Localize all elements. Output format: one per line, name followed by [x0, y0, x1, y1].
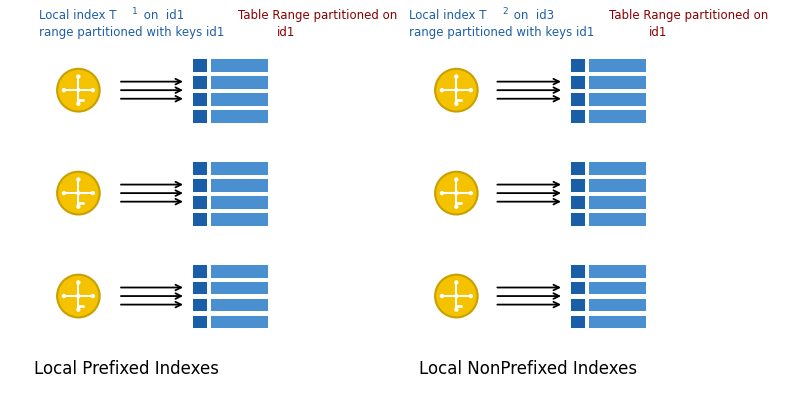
Bar	[210, 58, 268, 72]
Ellipse shape	[454, 294, 458, 298]
Ellipse shape	[76, 307, 80, 312]
Ellipse shape	[76, 102, 80, 106]
Ellipse shape	[440, 88, 444, 92]
Ellipse shape	[57, 69, 100, 112]
Text: Table Range partitioned on: Table Range partitioned on	[609, 9, 768, 22]
Ellipse shape	[440, 294, 444, 298]
Bar	[570, 178, 586, 191]
Bar	[570, 314, 586, 329]
Bar	[192, 297, 208, 312]
Bar	[210, 212, 268, 225]
Ellipse shape	[436, 275, 478, 318]
Bar	[192, 161, 208, 175]
Bar	[570, 297, 586, 312]
Ellipse shape	[76, 280, 80, 284]
Bar	[588, 297, 646, 312]
Ellipse shape	[57, 172, 100, 214]
Bar	[588, 58, 646, 72]
Bar	[192, 92, 208, 106]
Ellipse shape	[469, 294, 473, 298]
Ellipse shape	[469, 191, 473, 195]
Bar	[588, 109, 646, 123]
Ellipse shape	[91, 294, 95, 298]
Text: range partitioned with keys id1: range partitioned with keys id1	[409, 26, 594, 39]
Bar	[192, 195, 208, 208]
Ellipse shape	[440, 191, 444, 195]
Bar	[588, 92, 646, 106]
Bar	[210, 297, 268, 312]
Ellipse shape	[436, 172, 478, 214]
Bar	[570, 58, 586, 72]
Bar	[570, 75, 586, 89]
Bar	[210, 161, 268, 175]
Bar	[210, 314, 268, 329]
Bar	[570, 161, 586, 175]
Ellipse shape	[76, 74, 80, 79]
Ellipse shape	[76, 177, 80, 182]
Ellipse shape	[76, 191, 80, 195]
Ellipse shape	[91, 191, 95, 195]
Text: range partitioned with keys id1: range partitioned with keys id1	[39, 26, 224, 39]
Ellipse shape	[454, 74, 458, 79]
Ellipse shape	[62, 294, 66, 298]
Bar	[210, 75, 268, 89]
Bar	[192, 281, 208, 294]
Ellipse shape	[62, 191, 66, 195]
Bar	[210, 264, 268, 277]
Bar	[192, 109, 208, 123]
Text: Local index T: Local index T	[39, 9, 116, 22]
Ellipse shape	[76, 204, 80, 209]
Ellipse shape	[454, 88, 458, 92]
Ellipse shape	[57, 275, 100, 318]
Bar	[210, 281, 268, 294]
Ellipse shape	[454, 177, 458, 182]
Bar	[570, 195, 586, 208]
Bar	[192, 264, 208, 277]
Bar	[192, 212, 208, 225]
Ellipse shape	[91, 88, 95, 92]
Bar	[210, 178, 268, 191]
Text: 1: 1	[131, 7, 137, 16]
Ellipse shape	[454, 307, 458, 312]
Text: on  id3: on id3	[510, 9, 555, 22]
Bar	[192, 58, 208, 72]
Bar	[192, 75, 208, 89]
Ellipse shape	[454, 191, 458, 195]
Text: Local index T: Local index T	[409, 9, 486, 22]
Text: Table Range partitioned on: Table Range partitioned on	[238, 9, 397, 22]
Bar	[588, 264, 646, 277]
Text: id1: id1	[277, 26, 296, 39]
Bar	[588, 178, 646, 191]
Bar	[588, 212, 646, 225]
Text: id1: id1	[649, 26, 667, 39]
Ellipse shape	[76, 294, 80, 298]
Text: Local Prefixed Indexes: Local Prefixed Indexes	[33, 360, 219, 377]
Bar	[588, 314, 646, 329]
Ellipse shape	[76, 88, 80, 92]
Bar	[570, 264, 586, 277]
Bar	[210, 195, 268, 208]
Text: on  id1: on id1	[139, 9, 184, 22]
Ellipse shape	[454, 102, 458, 106]
Bar	[570, 109, 586, 123]
Bar	[570, 92, 586, 106]
Ellipse shape	[62, 88, 66, 92]
Bar	[570, 281, 586, 294]
Text: 2: 2	[503, 7, 508, 16]
Bar	[570, 212, 586, 225]
Text: Local NonPrefixed Indexes: Local NonPrefixed Indexes	[419, 360, 637, 377]
Bar	[192, 178, 208, 191]
Ellipse shape	[454, 204, 458, 209]
Bar	[588, 161, 646, 175]
Bar	[588, 195, 646, 208]
Bar	[192, 314, 208, 329]
Bar	[588, 281, 646, 294]
Ellipse shape	[436, 69, 478, 112]
Bar	[210, 92, 268, 106]
Ellipse shape	[469, 88, 473, 92]
Ellipse shape	[454, 280, 458, 284]
Bar	[588, 75, 646, 89]
Bar	[210, 109, 268, 123]
